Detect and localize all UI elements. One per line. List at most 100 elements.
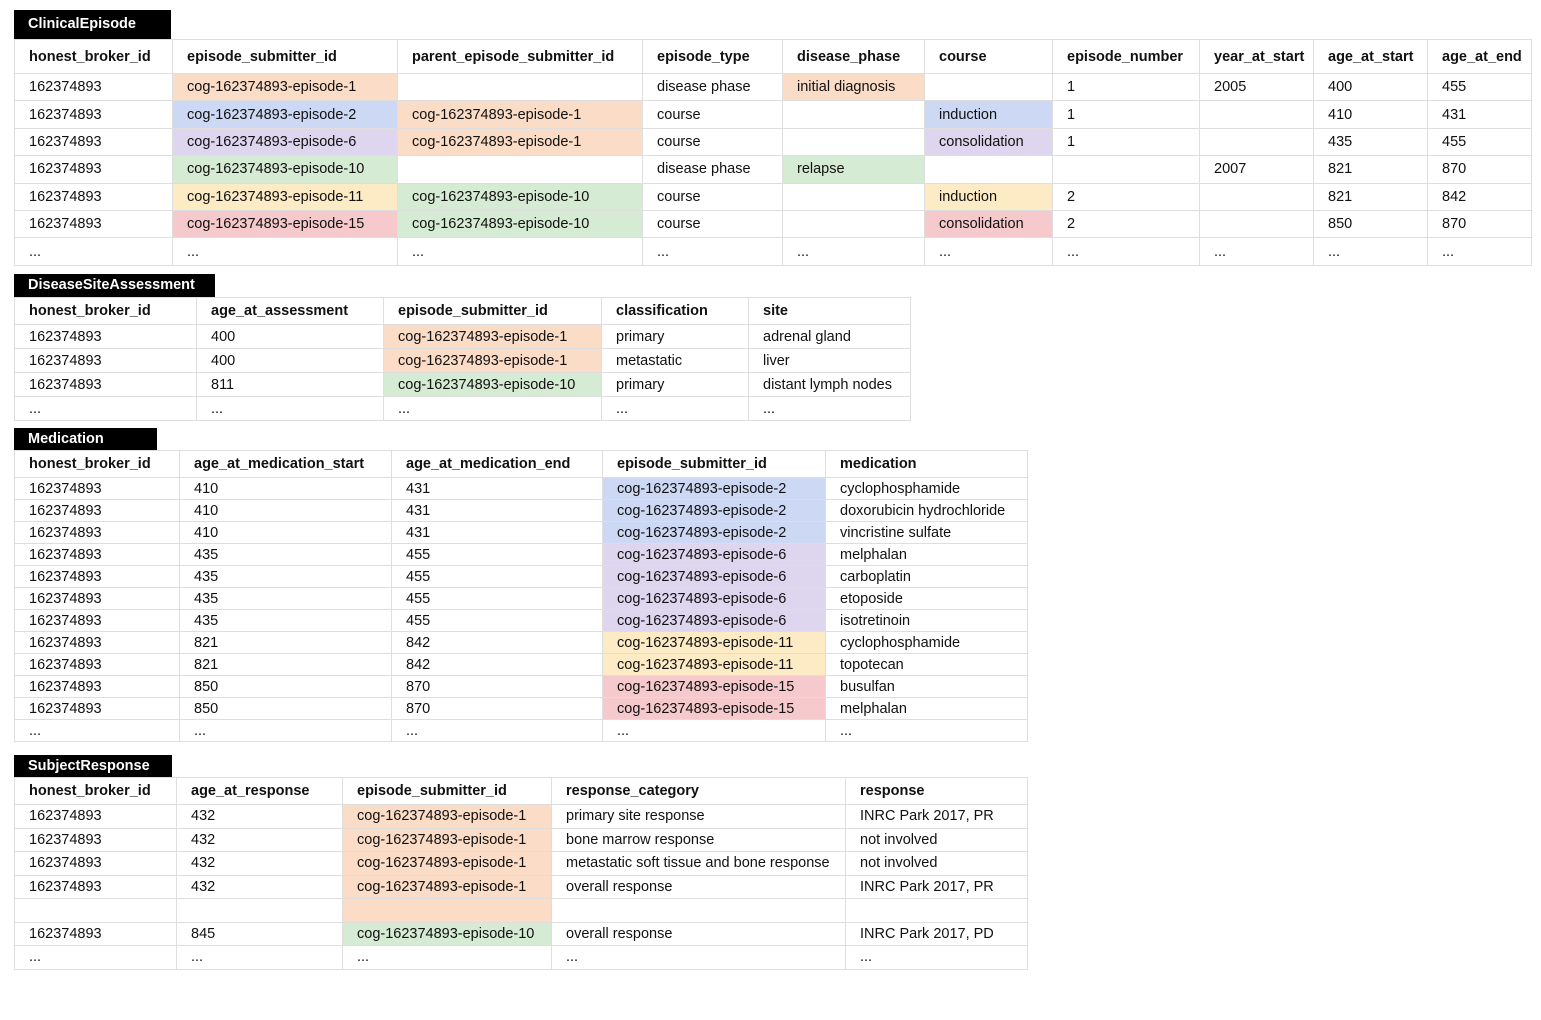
table-row: .............................. xyxy=(14,237,1532,266)
table-cell: 821 xyxy=(179,653,392,676)
table-cell: cog-162374893-episode-1 xyxy=(383,324,602,349)
column-header: year_at_start xyxy=(1199,39,1314,74)
table-title: SubjectResponse xyxy=(14,755,172,777)
header-row: honest_broker_id age_at_response episode_s… xyxy=(14,777,1028,805)
table-cell: consolidation xyxy=(924,127,1053,157)
table-cell: primary site response xyxy=(551,804,846,829)
table-cell: 410 xyxy=(179,477,392,500)
table-cell: 162374893 xyxy=(14,827,177,852)
table-cell: cog-162374893-episode-2 xyxy=(602,477,826,500)
table-cell: 842 xyxy=(391,631,603,654)
table-title: DiseaseSiteAssessment xyxy=(14,274,215,297)
table-cell: 162374893 xyxy=(14,874,177,899)
table-cell: cog-162374893-episode-1 xyxy=(342,804,552,829)
table-cell: cog-162374893-episode-2 xyxy=(602,521,826,544)
column-header: age_at_start xyxy=(1313,39,1428,74)
table-cell: cog-162374893-episode-1 xyxy=(397,100,643,129)
table-cell: 2005 xyxy=(1199,72,1314,102)
table-cell: 455 xyxy=(1427,72,1532,102)
table-cell: cyclophosphamide xyxy=(825,631,1028,654)
table-cell: doxorubicin hydrochloride xyxy=(825,499,1028,522)
table-cell: 455 xyxy=(391,609,603,632)
table-cell: 162374893 xyxy=(14,72,173,102)
table-cell: relapse xyxy=(782,155,925,184)
table-cell: 162374893 xyxy=(14,804,177,829)
column-header: honest_broker_id xyxy=(14,39,173,74)
table-cell: cog-162374893-episode-6 xyxy=(602,543,826,566)
table-cell: cog-162374893-episode-15 xyxy=(602,675,826,698)
table-row: 162374893 cog-162374893-episode-6 cog-1623… xyxy=(14,127,1532,157)
table-row: ............... xyxy=(14,945,1028,970)
disease-site-assessment-table: honest_broker_id age_at_assessment episode… xyxy=(14,297,911,421)
table-cell: INRC Park 2017, PD xyxy=(845,921,1028,946)
column-header: site xyxy=(748,297,911,325)
column-header: medication xyxy=(825,450,1028,478)
table-title: Medication xyxy=(14,428,157,450)
table-cell xyxy=(1199,182,1314,211)
table-cell: etoposide xyxy=(825,587,1028,610)
table-cell: cog-162374893-episode-10 xyxy=(342,921,552,946)
table-cell: 435 xyxy=(179,565,392,588)
table-cell: ... xyxy=(642,237,783,266)
table-cell: distant lymph nodes xyxy=(748,372,911,397)
table-cell xyxy=(342,898,552,923)
table-cell: ... xyxy=(383,396,602,421)
table-cell: cog-162374893-episode-1 xyxy=(342,827,552,852)
column-header: episode_submitter_id xyxy=(342,777,552,805)
table-cell xyxy=(924,72,1053,102)
table-cell: metastatic xyxy=(601,348,749,373)
table-row: 162374893 435 455 cog-162374893-episode-6 is… xyxy=(14,609,1028,632)
table-cell: adrenal gland xyxy=(748,324,911,349)
table-cell: melphalan xyxy=(825,697,1028,720)
table-cell: INRC Park 2017, PR xyxy=(845,804,1028,829)
table-row: 162374893 410 431 cog-162374893-episode-2 vi… xyxy=(14,521,1028,544)
column-header: episode_number xyxy=(1052,39,1200,74)
table-row: 162374893 400 cog-162374893-episode-1 prima… xyxy=(14,324,911,349)
subject-response-section: SubjectResponse honest_broker_id age_at_r… xyxy=(14,755,1028,970)
table-cell: ... xyxy=(14,396,197,421)
column-header: age_at_end xyxy=(1427,39,1532,74)
table-cell: ... xyxy=(172,237,398,266)
column-header: episode_submitter_id xyxy=(602,450,826,478)
table-cell xyxy=(176,898,343,923)
table-row xyxy=(14,898,1028,923)
table-row: 162374893 432 cog-162374893-episode-1 bone … xyxy=(14,827,1028,852)
table-cell: topotecan xyxy=(825,653,1028,676)
table-cell: course xyxy=(642,209,783,239)
table-row: 162374893 435 455 cog-162374893-episode-6 et… xyxy=(14,587,1028,610)
table-cell: 400 xyxy=(196,348,384,373)
table-row: 162374893 435 455 cog-162374893-episode-6 me… xyxy=(14,543,1028,566)
table-cell: cog-162374893-episode-15 xyxy=(172,209,398,239)
table-cell: ... xyxy=(748,396,911,421)
table-cell: cog-162374893-episode-2 xyxy=(602,499,826,522)
table-cell: 870 xyxy=(1427,209,1532,239)
table-cell: 162374893 xyxy=(14,372,197,397)
medication-table: honest_broker_id age_at_medication_start a… xyxy=(14,450,1028,742)
table-cell: 1 xyxy=(1052,72,1200,102)
table-cell xyxy=(1199,100,1314,129)
medication-section: Medication honest_broker_id age_at_medica… xyxy=(14,428,1028,742)
table-cell: 162374893 xyxy=(14,209,173,239)
table-row: ............... xyxy=(14,396,911,421)
column-header: course xyxy=(924,39,1053,74)
table-row: 162374893 821 842 cog-162374893-episode-11 c… xyxy=(14,631,1028,654)
table-cell: ... xyxy=(196,396,384,421)
table-cell: ... xyxy=(782,237,925,266)
table-cell: 870 xyxy=(1427,155,1532,184)
table-cell: cog-162374893-episode-6 xyxy=(602,587,826,610)
column-header: age_at_assessment xyxy=(196,297,384,325)
table-cell: 162374893 xyxy=(14,851,177,876)
table-cell: ... xyxy=(14,237,173,266)
table-row: 162374893 435 455 cog-162374893-episode-6 ca… xyxy=(14,565,1028,588)
table-cell xyxy=(782,182,925,211)
table-cell: vincristine sulfate xyxy=(825,521,1028,544)
column-header: parent_episode_submitter_id xyxy=(397,39,643,74)
table-cell: 162374893 xyxy=(14,521,180,544)
table-cell xyxy=(551,898,846,923)
table-row: 162374893 845 cog-162374893-episode-10 over… xyxy=(14,921,1028,946)
table-cell: ... xyxy=(176,945,343,970)
table-cell: 410 xyxy=(179,499,392,522)
table-cell: 842 xyxy=(1427,182,1532,211)
header-row: honest_broker_id episode_submitter_id pare… xyxy=(14,39,1532,74)
table-cell: 455 xyxy=(391,543,603,566)
